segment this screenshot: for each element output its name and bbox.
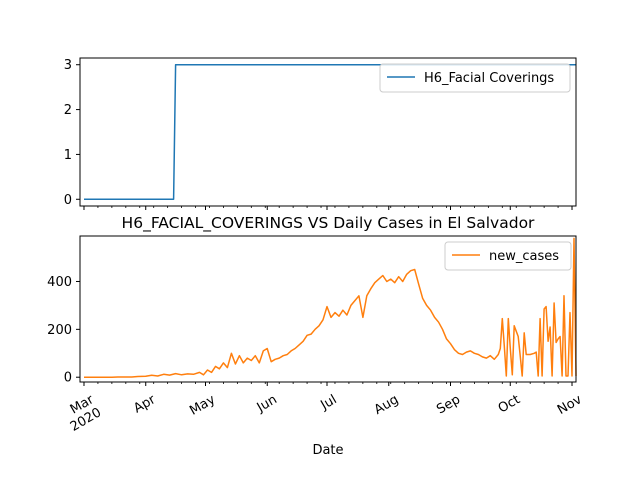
top-y-tick-label: 1 (64, 148, 72, 163)
bottom-y-tick-label: 400 (47, 275, 72, 290)
top-y-tick-label: 3 (64, 58, 72, 73)
bottom-y-tick-label: 200 (47, 323, 72, 338)
bottom-plot-frame (79, 235, 577, 383)
x-axis-label: Date (312, 443, 343, 458)
bottom-legend-label: new_cases (489, 249, 559, 264)
x-tick-label: Mar2020 (60, 392, 104, 435)
bottom-series-line-0 (84, 237, 577, 378)
chart-title: H6_FACIAL_COVERINGS VS Daily Cases in El… (122, 214, 536, 233)
top-y-tick-label: 2 (64, 103, 72, 118)
top-legend: H6_Facial Coverings (379, 63, 571, 93)
top-subplot: 0 1 2 3 H6_Facial Coverings (64, 57, 577, 210)
top-y-tick-label: 0 (64, 193, 72, 208)
top-legend-label: H6_Facial Coverings (424, 71, 554, 86)
top-series-line-0 (84, 63, 576, 201)
bottom-y-tick-label: 0 (64, 371, 72, 386)
x-tick-label: Jul (318, 392, 340, 413)
top-plot-frame (79, 57, 577, 207)
bottom-legend: new_cases (444, 241, 572, 271)
